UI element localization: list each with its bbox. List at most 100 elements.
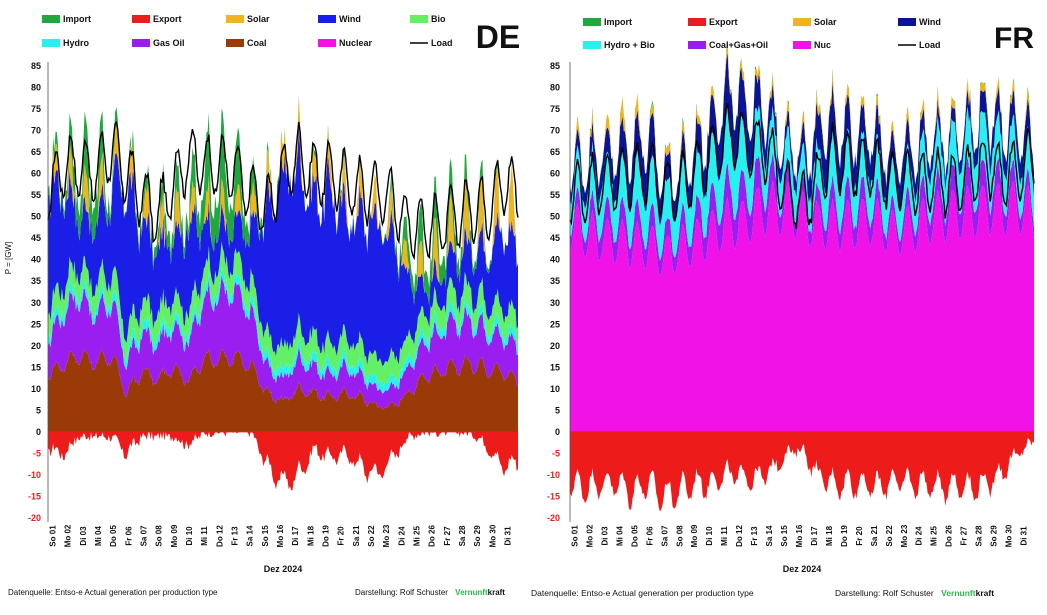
de-legend-swatch-wind — [318, 15, 336, 23]
fr-area-solar — [570, 42, 1034, 202]
fr-legend-label-solar: Solar — [814, 17, 837, 27]
de-legend-swatch-import — [42, 15, 60, 23]
fr-legend-swatch-wind — [898, 18, 916, 26]
de-xtick-label: So 29 — [473, 525, 482, 547]
de-xtick-label: Sa 07 — [140, 525, 149, 546]
fr-ytick-label: 65 — [550, 147, 560, 157]
fr-xtick-label: Di 24 — [915, 526, 924, 546]
de-xtick-label: Fr 13 — [231, 526, 240, 546]
fr-ytick-label: 60 — [550, 169, 560, 179]
fr-xtick-label: Sa 28 — [975, 525, 984, 546]
fr-xtick-label: Mi 11 — [720, 526, 729, 546]
fr-legend-swatch-import — [583, 18, 601, 26]
fr-xtick-label: Mi 18 — [825, 525, 834, 546]
fr-xtick-label: Do 19 — [840, 525, 849, 547]
de-xtick-label: Fr 06 — [124, 526, 133, 546]
de-ytick-label: 65 — [31, 147, 41, 157]
fr-ytick-label: 70 — [550, 126, 560, 136]
de-ytick-label: 75 — [31, 104, 41, 114]
fr-footer-author: Darstellung: Rolf Schuster Vernunftkraft — [835, 588, 994, 598]
de-xtick-label: Di 17 — [291, 526, 300, 546]
fr-xtick-label: Di 17 — [810, 526, 819, 546]
fr-ytick-label: 15 — [550, 362, 560, 372]
de-area-hydro — [48, 265, 518, 394]
fr-ytick-label: 55 — [550, 190, 560, 200]
de-ytick-label: 55 — [31, 190, 41, 200]
fr-xtick-label: So 29 — [990, 525, 999, 547]
fr-legend-label-export: Export — [709, 17, 738, 27]
de-footer-author-name: Darstellung: Rolf Schuster — [355, 588, 448, 597]
fr-legend-label-hydro-bio: Hydro + Bio — [604, 40, 655, 50]
fr-xtick-label: Fr 06 — [645, 526, 654, 546]
fr-xtick-label: Mo 16 — [795, 524, 804, 547]
fr-footer-source: Datenquelle: Entso-e Actual generation p… — [531, 588, 754, 598]
fr-xtick-label: Di 03 — [600, 526, 609, 546]
de-legend-swatch-nuclear — [318, 39, 336, 47]
fr-xtick-label: Fr 13 — [750, 526, 759, 546]
de-ytick-label: 60 — [31, 169, 41, 179]
de-xtick-label: Fr 27 — [443, 526, 452, 546]
fr-legend-label-import: Import — [604, 17, 632, 27]
fr-ytick-label: 40 — [550, 255, 560, 265]
de-legend-label-coal: Coal — [247, 38, 267, 48]
de-xtick-label: Mo 02 — [64, 524, 73, 547]
fr-footer-brand-black: kraft — [976, 588, 995, 598]
fr-legend-swatch-hydro-bio — [583, 41, 601, 49]
de-area-import — [48, 95, 518, 306]
de-footer-brand-green: Vernunft — [455, 588, 488, 597]
fr-ytick-label: 25 — [550, 319, 560, 329]
fr-xtick-label: Mo 02 — [586, 524, 595, 547]
de-ytick-label: 15 — [31, 362, 41, 372]
de-xtick-label: Mo 23 — [382, 524, 391, 547]
de-xtick-label: Do 26 — [428, 525, 437, 547]
fr-area-nuc — [570, 180, 1034, 432]
de-xtick-label: Mi 04 — [94, 525, 103, 546]
de-area-wind — [48, 126, 518, 366]
de-area-gas-oil — [48, 275, 518, 410]
de-xtick-label: Di 31 — [503, 526, 512, 546]
fr-ytick-label: 85 — [550, 61, 560, 71]
fr-xtick-label: So 22 — [885, 525, 894, 547]
de-xtick-label: Mi 18 — [306, 525, 315, 546]
de-footer-author: Darstellung: Rolf Schuster Vernunftkraft — [355, 588, 505, 597]
de-legend-label-wind: Wind — [339, 14, 361, 24]
de-xtick-label: So 15 — [261, 525, 270, 547]
fr-ytick-label: 35 — [550, 276, 560, 286]
de-ytick-label: 80 — [31, 83, 41, 93]
de-xtick-label: So 01 — [49, 525, 58, 547]
de-y-axis-label: P = [GW] — [4, 242, 13, 275]
de-ytick-label: -20 — [28, 513, 41, 523]
de-ytick-label: -10 — [28, 470, 41, 480]
de-legend-swatch-gas-oil — [132, 39, 150, 47]
de-xtick-label: Mo 09 — [170, 524, 179, 547]
de-x-axis-label: Dez 2024 — [264, 564, 303, 574]
fr-load-line — [569, 102, 1035, 229]
fr-ytick-label: -20 — [547, 513, 560, 523]
de-xtick-label: Do 19 — [322, 525, 331, 547]
fr-legend-label-wind: Wind — [919, 17, 941, 27]
de-ytick-label: 35 — [31, 276, 41, 286]
fr-ytick-label: -10 — [547, 470, 560, 480]
de-legend-swatch-hydro — [42, 39, 60, 47]
fr-xtick-label: So 01 — [571, 525, 580, 547]
de-xtick-label: Fr 20 — [337, 526, 346, 546]
de-xtick-label: Mo 30 — [488, 524, 497, 547]
de-ytick-label: 50 — [31, 212, 41, 222]
fr-legend-label-nuc: Nuc — [814, 40, 831, 50]
de-xtick-label: Di 03 — [79, 526, 88, 546]
de-area-bio — [48, 241, 518, 386]
de-legend-label-hydro: Hydro — [63, 38, 90, 48]
de-ytick-label: 25 — [31, 319, 41, 329]
fr-ytick-label: 10 — [550, 384, 560, 394]
de-legend-label-import: Import — [63, 14, 91, 24]
de-ytick-label: 0 — [36, 427, 41, 437]
de-ytick-label: 40 — [31, 255, 41, 265]
fr-legend-swatch-nuc — [793, 41, 811, 49]
fr-ytick-label: 80 — [550, 83, 560, 93]
de-legend-label-load: Load — [431, 38, 453, 48]
fr-ytick-label: 30 — [550, 298, 560, 308]
fr-xtick-label: Di 10 — [705, 526, 714, 546]
fr-footer-author-name: Darstellung: Rolf Schuster — [835, 588, 934, 598]
fr-xtick-label: So 15 — [780, 525, 789, 547]
